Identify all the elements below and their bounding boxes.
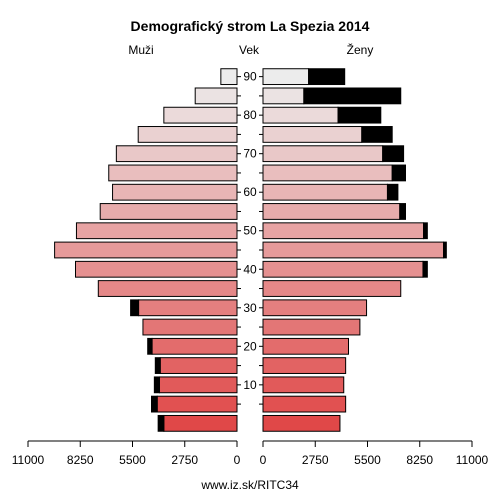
men-bar-80-84 [163, 106, 238, 124]
men-bar-30-34 [138, 299, 238, 317]
women-bar-65-69 [262, 164, 393, 182]
men-bar-45-49 [54, 241, 238, 259]
men-bar-60-64 [112, 183, 238, 201]
women-bars [262, 68, 447, 432]
women-bar-75-79 [262, 126, 363, 143]
women-bar-5-9 [262, 395, 347, 413]
women-excess-bar-85-89 [303, 87, 402, 105]
men-x-axis: 11000 8250 5500 2750 0 [12, 440, 241, 467]
women-excess-bar-55-59 [399, 203, 406, 220]
men-bar-75-79 [137, 126, 238, 143]
age-tick-label: 90 [243, 70, 257, 84]
men-excess-bar-10-14 [153, 376, 160, 394]
men-bar-90+ [220, 68, 238, 86]
women-x-tick-label: 0 [260, 453, 267, 467]
men-x-tick-label: 0 [234, 453, 241, 467]
age-tick-label: 70 [243, 147, 257, 161]
men-bar-65-69 [108, 164, 238, 182]
women-bar-40-44 [262, 260, 424, 278]
men-x-tick-label: 5500 [119, 453, 146, 467]
source-label: www.iz.sk/RITC34 [200, 478, 299, 492]
men-x-tick-label: 8250 [67, 453, 94, 467]
men-excess-bar-15-19 [154, 357, 161, 374]
women-x-tick-label: 2750 [302, 453, 329, 467]
women-bar-50-54 [262, 222, 425, 240]
men-bars [54, 68, 238, 432]
men-bar-50-54 [75, 222, 238, 240]
age-tick-label: 30 [243, 301, 257, 315]
women-bar-45-49 [262, 241, 444, 259]
women-excess-bar-60-64 [386, 183, 399, 201]
age-tick-label: 40 [243, 262, 257, 276]
men-bar-0-4 [163, 414, 238, 432]
women-x-tick-label: 11000 [456, 453, 489, 467]
age-axis: 10 20 30 40 50 60 70 80 90 [237, 70, 263, 405]
women-bar-15-19 [262, 357, 347, 374]
women-excess-bar-65-69 [391, 164, 407, 182]
men-bar-5-9 [156, 395, 238, 413]
women-bar-25-29 [262, 318, 361, 336]
age-tick-label: 80 [243, 108, 257, 122]
women-bar-30-34 [262, 299, 368, 317]
men-bar-70-74 [115, 145, 238, 163]
women-excess-bar-75-79 [361, 126, 393, 143]
men-excess-bar-0-4 [157, 414, 165, 432]
men-x-tick-label: 2750 [171, 453, 198, 467]
women-excess-bar-90+ [308, 68, 346, 86]
women-excess-bar-70-74 [382, 145, 405, 163]
men-excess-bar-20-24 [147, 337, 153, 355]
women-bar-55-59 [262, 203, 401, 220]
men-bar-25-29 [142, 318, 238, 336]
men-x-tick-label: 11000 [12, 453, 45, 467]
women-bar-70-74 [262, 145, 384, 163]
women-excess-bar-40-44 [422, 260, 428, 278]
men-bar-55-59 [99, 203, 238, 220]
women-bar-20-24 [262, 337, 349, 355]
women-bar-10-14 [262, 376, 345, 394]
age-label: Vek [239, 43, 260, 57]
age-tick-label: 50 [243, 224, 257, 238]
women-bar-0-4 [262, 414, 341, 432]
chart-title: Demografický strom La Spezia 2014 [131, 18, 370, 34]
men-excess-bar-30-34 [130, 299, 140, 317]
women-x-axis: 0 2750 5500 8250 11000 [260, 440, 489, 467]
women-bar-85-89 [262, 87, 305, 105]
women-bar-80-84 [262, 106, 339, 124]
women-bar-35-39 [262, 280, 402, 297]
men-bar-35-39 [97, 280, 238, 297]
men-excess-bar-5-9 [151, 395, 158, 413]
women-x-tick-label: 5500 [354, 453, 381, 467]
women-label: Ženy [347, 42, 374, 57]
women-bar-60-64 [262, 183, 388, 201]
men-bar-10-14 [158, 376, 238, 394]
women-x-tick-label: 8250 [406, 453, 433, 467]
men-label: Muži [128, 43, 153, 57]
men-bar-15-19 [159, 357, 238, 374]
men-bar-40-44 [75, 260, 238, 278]
age-tick-label: 60 [243, 185, 257, 199]
women-excess-bar-80-84 [337, 106, 382, 124]
women-excess-bar-45-49 [443, 241, 447, 259]
women-excess-bar-50-54 [423, 222, 428, 240]
men-bar-20-24 [151, 337, 238, 355]
age-tick-label: 10 [243, 378, 257, 392]
age-tick-label: 20 [243, 339, 257, 353]
men-bar-85-89 [194, 87, 238, 105]
women-bar-90+ [262, 68, 310, 86]
